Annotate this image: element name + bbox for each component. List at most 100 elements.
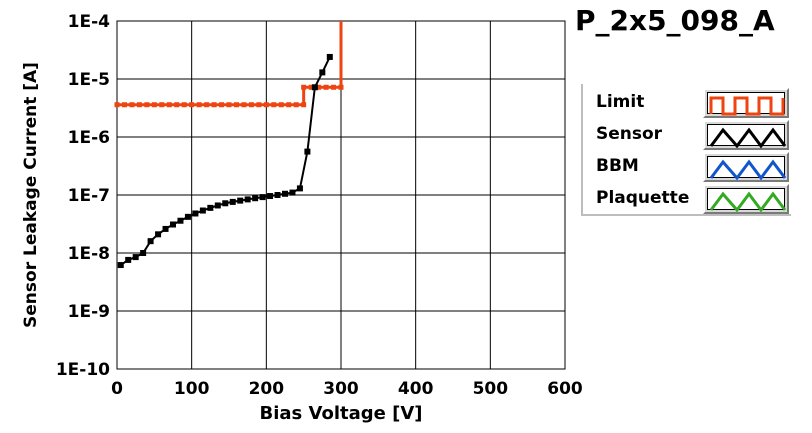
data-point-limit	[151, 102, 157, 108]
data-point-limit	[159, 102, 165, 108]
square-wave-icon	[709, 96, 785, 116]
data-point-limit	[189, 102, 195, 108]
data-point-limit	[286, 102, 292, 108]
data-point-limit	[196, 102, 202, 108]
data-point-limit	[129, 102, 135, 108]
data-point-sensor	[222, 200, 229, 207]
axes: 0 100 200 300 400 500 600 1E-10 1E-9 1E-8 1E-7 1E-6…	[56, 12, 583, 399]
data-point-limit	[331, 84, 337, 90]
legend-item-bbm[interactable]: BBM	[585, 152, 789, 182]
data-point-limit	[308, 84, 314, 90]
legend-label: Plaquette	[596, 188, 690, 208]
legend-swatch-limit[interactable]	[703, 88, 789, 118]
data-point-limit	[114, 102, 120, 108]
y-axis-label: Sensor Leakage Current [A]	[21, 62, 41, 328]
y-tick-label: 1E-10	[56, 360, 110, 380]
data-point-limit	[204, 102, 210, 108]
data-point-limit	[233, 102, 239, 108]
triangle-wave-icon	[709, 159, 787, 181]
data-point-limit	[248, 102, 254, 108]
data-point-limit	[293, 102, 299, 108]
data-point-limit	[301, 84, 307, 90]
legend-swatch-plaquette[interactable]	[703, 184, 789, 214]
y-tick-label: 1E-7	[68, 186, 110, 206]
data-point-limit	[121, 102, 127, 108]
x-tick-label: 0	[111, 379, 123, 399]
legend-label: BBM	[596, 156, 639, 176]
x-tick-label: 400	[398, 379, 434, 399]
data-point-limit	[136, 102, 142, 108]
data-point-sensor	[274, 192, 281, 198]
legend-item-plaquette[interactable]: Plaquette	[585, 184, 789, 214]
data-point-limit	[271, 102, 277, 108]
data-point-limit	[301, 102, 307, 108]
data-point-sensor	[244, 196, 251, 203]
legend-swatch-sensor[interactable]	[703, 120, 789, 150]
y-tick-label: 1E-8	[68, 244, 110, 264]
data-point-limit	[278, 102, 284, 108]
data-point-sensor	[177, 217, 184, 224]
y-tick-label: 1E-6	[68, 128, 110, 148]
x-tick-label: 600	[547, 379, 583, 399]
data-point-limit	[219, 102, 225, 108]
data-point-sensor	[214, 202, 221, 209]
triangle-wave-icon	[709, 191, 787, 213]
y-tick-label: 1E-4	[68, 12, 110, 32]
data-point-sensor	[117, 262, 124, 269]
triangle-wave-icon	[709, 127, 787, 149]
data-point-sensor	[132, 254, 139, 261]
data-point-sensor	[155, 231, 162, 238]
data-point-sensor	[267, 193, 274, 200]
page-title: P_2x5_098_A	[575, 4, 775, 37]
x-tick-label: 200	[249, 379, 285, 399]
data-point-sensor	[229, 198, 236, 205]
data-point-sensor	[207, 204, 214, 211]
data-point-limit	[174, 102, 180, 108]
data-point-sensor	[319, 69, 326, 76]
x-tick-label: 100	[174, 379, 210, 399]
y-tick-label: 1E-5	[68, 70, 110, 90]
data-point-sensor	[252, 195, 259, 202]
legend-divider	[581, 214, 791, 216]
data-point-sensor	[192, 210, 199, 217]
data-point-sensor	[147, 238, 154, 245]
y-tick-label: 1E-9	[68, 302, 110, 322]
legend-divider	[581, 84, 583, 216]
data-point-limit	[241, 102, 247, 108]
data-point-sensor	[259, 194, 266, 201]
data-point-sensor	[170, 221, 176, 228]
legend-item-sensor[interactable]: Sensor	[585, 120, 789, 150]
legend-item-limit[interactable]: Limit	[585, 88, 789, 118]
data-point-sensor	[199, 207, 206, 214]
legend-label: Limit	[596, 92, 645, 112]
legend-label: Sensor	[596, 124, 663, 144]
data-point-limit	[181, 102, 187, 108]
data-point-limit	[166, 102, 172, 108]
legend: Limit Sensor BBM Plaquette	[585, 88, 789, 214]
data-point-limit	[144, 102, 150, 108]
data-point-limit	[256, 102, 262, 108]
series-layer	[114, 21, 344, 269]
data-point-sensor	[125, 256, 132, 263]
data-point-limit	[211, 102, 217, 108]
data-point-limit	[263, 102, 269, 108]
data-point-limit	[316, 84, 322, 90]
data-point-limit	[323, 84, 329, 90]
legend-swatch-bbm[interactable]	[703, 152, 789, 182]
data-point-limit	[226, 102, 232, 108]
x-tick-label: 300	[323, 379, 359, 399]
x-axis-label: Bias Voltage [V]	[260, 403, 423, 424]
data-point-sensor	[162, 225, 169, 232]
data-point-sensor	[184, 213, 191, 220]
data-point-limit	[338, 84, 344, 90]
data-point-sensor	[304, 148, 311, 155]
data-point-sensor	[311, 84, 318, 91]
data-point-sensor	[140, 250, 147, 256]
data-point-sensor	[282, 190, 288, 197]
data-point-sensor	[237, 197, 244, 204]
data-point-sensor	[289, 189, 296, 196]
data-point-sensor	[296, 185, 303, 192]
x-tick-label: 500	[473, 379, 509, 399]
data-point-sensor	[326, 53, 333, 60]
